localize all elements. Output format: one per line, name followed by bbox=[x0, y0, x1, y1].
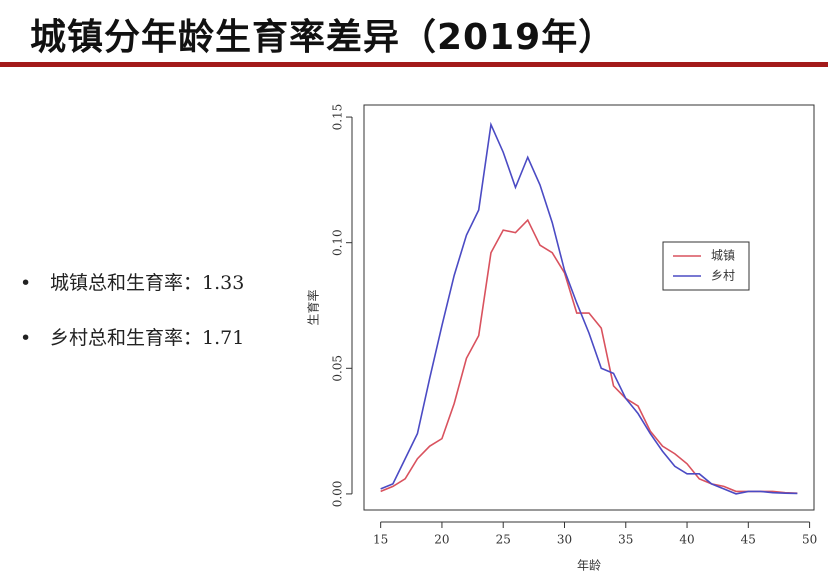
x-tick-label: 45 bbox=[741, 533, 756, 547]
y-tick-label: 0.15 bbox=[331, 104, 345, 131]
y-tick-label: 0.10 bbox=[331, 229, 345, 256]
x-axis-label: 年龄 bbox=[577, 559, 601, 573]
x-tick-label: 50 bbox=[802, 533, 817, 547]
series-line bbox=[380, 218, 798, 494]
bullet: 城镇总和生育率：1.33 bbox=[20, 268, 244, 295]
legend-label: 乡村 bbox=[711, 269, 735, 283]
legend-label: 城镇 bbox=[711, 249, 735, 263]
x-tick-label: 40 bbox=[679, 533, 694, 547]
slide-title: 城镇分年龄生育率差异（2019年） bbox=[30, 17, 616, 58]
legend-box bbox=[662, 241, 750, 291]
x-tick-label: 20 bbox=[434, 533, 449, 547]
x-tick-label: 35 bbox=[618, 533, 633, 547]
series-line bbox=[380, 121, 798, 495]
y-tick-label: 0.05 bbox=[331, 355, 345, 382]
title-rule bbox=[0, 62, 828, 67]
x-tick-label: 15 bbox=[373, 533, 388, 547]
y-tick-label: 0.00 bbox=[331, 481, 345, 508]
x-tick-label: 25 bbox=[496, 533, 511, 547]
bullet: 乡村总和生育率：1.71 bbox=[20, 323, 244, 350]
x-tick-label: 30 bbox=[557, 533, 572, 547]
y-axis-label: 生育率 bbox=[306, 289, 321, 325]
plot-frame bbox=[363, 104, 815, 511]
